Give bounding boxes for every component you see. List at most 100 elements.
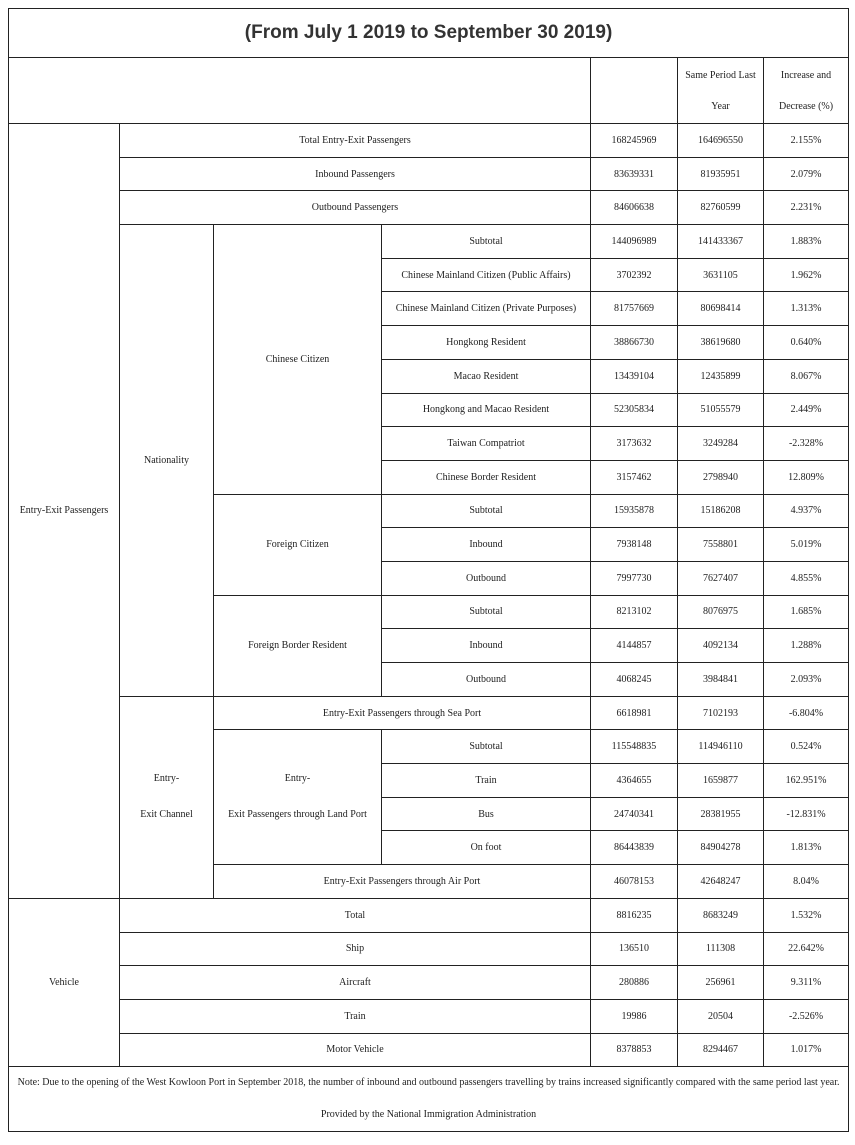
table-row: Inbound Passengers 83639331 81935951 2.079%: [9, 156, 850, 192]
row-label: Subtotal: [381, 493, 591, 529]
row-label: Total: [119, 897, 591, 933]
last-year-value: 8076975: [677, 594, 764, 630]
row-label: Train: [381, 763, 591, 798]
row-label: Hongkong Resident: [381, 325, 591, 360]
change-percent: 4.937%: [762, 493, 850, 529]
current-value: 8378853: [590, 1032, 678, 1068]
header-current: [590, 57, 678, 124]
change-percent: 2.155%: [762, 123, 850, 158]
last-year-value: 42648247: [677, 864, 764, 899]
last-year-value: 84904278: [677, 830, 764, 866]
current-value: 84606638: [590, 190, 678, 226]
last-year-value: 20504: [677, 998, 764, 1034]
row-label: Motor Vehicle: [119, 1032, 591, 1068]
row-label: Entry-Exit Passengers through Air Port: [213, 864, 591, 899]
row-label: Taiwan Compatriot: [381, 426, 591, 461]
change-percent: 1.017%: [762, 1032, 850, 1068]
row-label: On foot: [381, 830, 591, 866]
row-label: Inbound Passengers: [119, 156, 591, 192]
group-land-port: Entry- Exit Passengers through Land Port: [213, 729, 382, 866]
current-value: 6618981: [590, 695, 678, 731]
last-year-value: 3984841: [677, 662, 764, 697]
table-row: Hongkong Resident 38866730 38619680 0.640%: [9, 325, 850, 360]
change-percent: 8.04%: [762, 864, 850, 899]
change-percent: 162.951%: [762, 763, 850, 798]
last-year-value: 15186208: [677, 493, 764, 529]
header-change: Increase and Decrease (%): [762, 57, 850, 124]
table-row: Chinese Border Resident 3157462 2798940 12.…: [9, 459, 850, 495]
row-label: Chinese Border Resident: [381, 459, 591, 495]
last-year-value: 7558801: [677, 527, 764, 562]
change-percent: -2.328%: [762, 426, 850, 461]
last-year-value: 51055579: [677, 392, 764, 428]
row-label: Subtotal: [381, 729, 591, 765]
table-row: Outbound Passengers 84606638 82760599 2.231…: [9, 190, 850, 226]
row-label: Aircraft: [119, 965, 591, 1000]
last-year-value: 28381955: [677, 796, 764, 832]
current-value: 15935878: [590, 493, 678, 529]
group-entry-exit-channel-line2: Exit Channel: [140, 809, 193, 821]
change-percent: 1.883%: [762, 224, 850, 259]
change-percent: 2.449%: [762, 392, 850, 428]
current-value: 38866730: [590, 325, 678, 360]
current-value: 136510: [590, 931, 678, 967]
current-value: 8213102: [590, 594, 678, 630]
current-value: 3702392: [590, 257, 678, 293]
table-row: Motor Vehicle 8378853 8294467 1.017%: [9, 1032, 850, 1068]
table-row: Taiwan Compatriot 3173632 3249284 -2.328%: [9, 426, 850, 461]
current-value: 46078153: [590, 864, 678, 899]
last-year-value: 82760599: [677, 190, 764, 226]
group-foreign-border-resident: Foreign Border Resident: [213, 594, 382, 697]
last-year-value: 3249284: [677, 426, 764, 461]
table-row: Foreign Citizen Subtotal 15935878 15186208 4…: [9, 493, 850, 596]
last-year-value: 256961: [677, 965, 764, 1000]
change-percent: 0.524%: [762, 729, 850, 765]
change-percent: -6.804%: [762, 695, 850, 731]
table-row: Chinese Mainland Citizen (Private Purpos…: [9, 291, 850, 327]
row-label: Chinese Mainland Citizen (Public Affairs…: [381, 257, 591, 293]
change-percent: 8.067%: [762, 358, 850, 394]
change-percent: 2.093%: [762, 662, 850, 697]
change-percent: 22.642%: [762, 931, 850, 967]
change-percent: 2.079%: [762, 156, 850, 192]
header-same-period: Same Period Last Year: [677, 57, 764, 124]
row-label: Ship: [119, 931, 591, 967]
footnote: Note: Due to the opening of the West Kow…: [7, 1066, 850, 1133]
table-row: Entry-Exit Passengers Total Entry-Exit Pa…: [8, 123, 850, 899]
table-row: Chinese Mainland Citizen (Public Affairs…: [9, 257, 850, 293]
row-label: Inbound: [381, 628, 591, 663]
last-year-value: 7102193: [677, 695, 764, 731]
row-label: Entry-Exit Passengers through Sea Port: [213, 695, 591, 731]
current-value: 52305834: [590, 392, 678, 428]
change-percent: 0.640%: [762, 325, 850, 360]
current-value: 8816235: [590, 897, 678, 933]
last-year-value: 1659877: [677, 763, 764, 798]
group-land-port-line1: Entry-: [284, 773, 311, 785]
current-value: 24740341: [590, 796, 678, 832]
table-row: Macao Resident 13439104 12435899 8.067%: [9, 358, 850, 394]
last-year-value: 164696550: [677, 123, 764, 158]
row-label: Train: [119, 998, 591, 1034]
last-year-value: 7627407: [677, 560, 764, 596]
group-chinese-citizen: Chinese Citizen: [213, 224, 382, 495]
row-label: Outbound: [381, 662, 591, 697]
row-label: Inbound: [381, 527, 591, 562]
group-entry-exit-channel-line1: Entry-: [153, 773, 180, 785]
last-year-value: 80698414: [677, 291, 764, 327]
current-value: 7938148: [590, 527, 678, 562]
provided-by: Provided by the National Immigration Adm…: [320, 1109, 537, 1121]
current-value: 3157462: [590, 459, 678, 495]
group-vehicle: Vehicle: [8, 897, 120, 1068]
current-value: 4364655: [590, 763, 678, 798]
last-year-value: 8683249: [677, 897, 764, 933]
row-label: Hongkong and Macao Resident: [381, 392, 591, 428]
current-value: 4144857: [590, 628, 678, 663]
last-year-value: 141433367: [677, 224, 764, 259]
current-value: 83639331: [590, 156, 678, 192]
table-row: On foot 86443839 84904278 1.813%: [9, 830, 850, 866]
row-label: Outbound Passengers: [119, 190, 591, 226]
table-row: Train 4364655 1659877 162.951%: [9, 763, 850, 798]
last-year-value: 8294467: [677, 1032, 764, 1068]
statistics-table: (From July 1 2019 to September 30 2019) …: [7, 8, 850, 1133]
last-year-value: 4092134: [677, 628, 764, 663]
